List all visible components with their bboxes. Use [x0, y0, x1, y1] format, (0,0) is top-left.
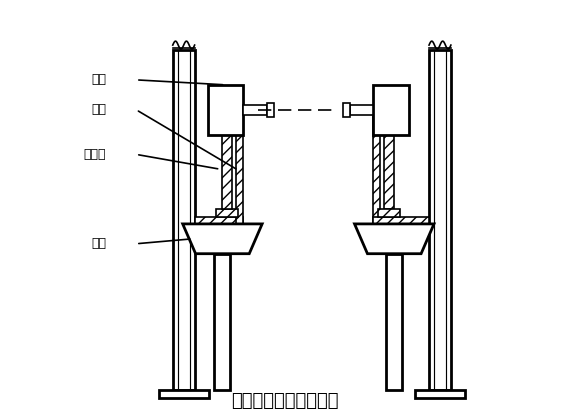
- Text: 下轨道铺设角铁示意图: 下轨道铺设角铁示意图: [231, 392, 339, 410]
- Bar: [216, 122, 238, 129]
- Bar: [415, 390, 465, 398]
- Text: 滚轮: 滚轮: [91, 73, 106, 86]
- Bar: [373, 116, 380, 224]
- Polygon shape: [183, 224, 262, 254]
- Bar: [159, 390, 208, 398]
- Bar: [379, 122, 400, 129]
- Text: 支架: 支架: [91, 237, 106, 250]
- Text: 下轨道: 下轨道: [84, 148, 106, 161]
- Bar: [216, 209, 238, 217]
- Bar: [379, 209, 400, 217]
- Bar: [387, 254, 402, 390]
- Bar: [243, 105, 267, 115]
- Bar: [267, 103, 274, 116]
- Bar: [343, 103, 349, 116]
- Text: 角铁: 角铁: [91, 103, 106, 116]
- Bar: [384, 129, 394, 209]
- Bar: [173, 50, 195, 390]
- Bar: [373, 85, 409, 134]
- Bar: [236, 116, 243, 224]
- Bar: [373, 217, 429, 224]
- Polygon shape: [355, 224, 434, 254]
- Bar: [215, 254, 230, 390]
- Bar: [429, 50, 451, 390]
- Bar: [195, 217, 243, 224]
- Bar: [207, 85, 243, 134]
- Bar: [349, 105, 373, 115]
- Bar: [223, 129, 232, 209]
